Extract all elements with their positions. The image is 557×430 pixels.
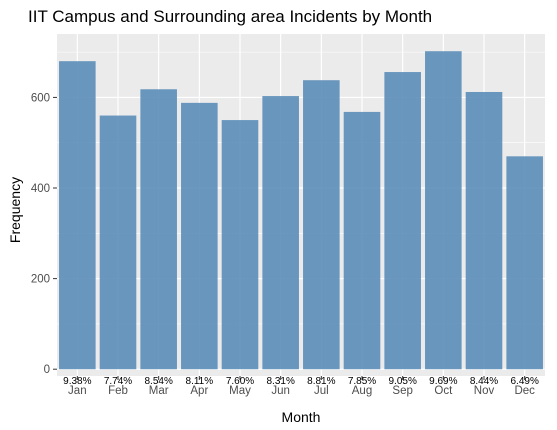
bar-nov	[465, 91, 503, 370]
data-label-aug: 7.85%	[348, 376, 376, 387]
x-tick-label: Jul	[314, 385, 329, 397]
data-label-dec: 6.49%	[510, 376, 538, 387]
data-label-sep: 9.05%	[388, 376, 416, 387]
data-label-jan: 9.38%	[63, 376, 91, 387]
data-label-mar: 8.54%	[144, 376, 172, 387]
x-tick-label: May	[229, 385, 251, 397]
data-label-jul: 8.81%	[307, 376, 335, 387]
x-axis-title: Month	[282, 409, 321, 425]
data-labels: 9.38% 7.74% 8.54% 8.11% 7.60% 8.31% 8.81% 7.85%…	[63, 376, 539, 387]
bar-jul	[303, 80, 340, 370]
bar-apr	[181, 102, 218, 370]
y-tick-label: 400	[31, 183, 50, 195]
x-tick-label: Nov	[474, 385, 495, 397]
bars	[59, 51, 543, 370]
bar-feb	[99, 115, 137, 370]
x-tick-label: Oct	[434, 385, 453, 397]
data-label-may: 7.60%	[226, 376, 254, 387]
x-tick-label: Jun	[271, 385, 290, 397]
data-label-oct: 9.69%	[429, 376, 457, 387]
x-tick-label: Mar	[149, 385, 169, 397]
y-axis-title: Frequency	[7, 177, 23, 243]
y-tick-label: 600	[31, 92, 50, 104]
data-label-feb: 7.74%	[104, 376, 132, 387]
plot-panel	[57, 34, 545, 376]
data-label-apr: 8.11%	[186, 376, 214, 387]
chart-title: IIT Campus and Surrounding area Incident…	[28, 7, 432, 26]
bar-dec	[506, 156, 543, 370]
bar-oct	[425, 51, 462, 370]
x-tick-label: Sep	[392, 385, 412, 397]
x-axis: Jan Feb Mar Apr May Jun Jul Aug Sep Oct Nov Dec	[68, 376, 535, 397]
x-tick-label: Jan	[68, 385, 87, 397]
y-tick-label: 0	[44, 364, 50, 376]
bar-may	[221, 120, 259, 370]
bar-aug	[343, 111, 381, 370]
bar-jun	[262, 96, 299, 370]
data-label-jun: 8.31%	[266, 376, 294, 387]
data-label-nov: 8.44%	[470, 376, 498, 387]
x-tick-label: Feb	[108, 385, 128, 397]
y-axis: 0 200 400 600	[31, 92, 57, 376]
x-tick-label: Apr	[190, 385, 208, 397]
y-tick-label: 200	[31, 274, 50, 286]
x-tick-label: Aug	[352, 385, 372, 397]
bar-mar	[140, 89, 177, 370]
x-tick-label: Dec	[514, 385, 535, 397]
bar-jan	[59, 61, 96, 370]
bar-sep	[384, 72, 421, 370]
